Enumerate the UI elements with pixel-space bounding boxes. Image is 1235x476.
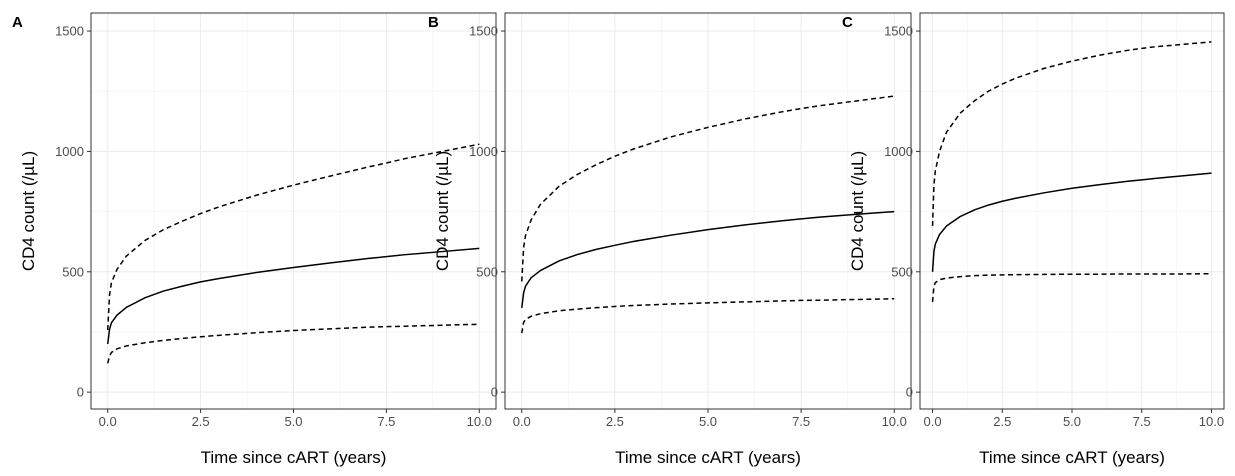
x-tick-label: 0.0: [924, 414, 942, 429]
series-line-lower: [106, 323, 480, 364]
x-tick-label: 2.5: [993, 414, 1011, 429]
chart-panel-a: 0.0 2.5 5.0 7.5 10.0 0 500 1000 1500 Time since c…: [12, 12, 497, 467]
panel-label: B: [428, 14, 439, 31]
y-axis-title: CD4 count (/µL): [848, 151, 867, 271]
x-axis-title: Time since cART (years): [201, 448, 387, 467]
panel-label: A: [12, 14, 23, 31]
y-tick-label: 1000: [884, 144, 913, 159]
series-line-upper: [521, 95, 895, 282]
y-axis-title: CD4 count (/µL): [433, 151, 452, 271]
x-tick-label: 2.5: [192, 414, 210, 429]
x-tick-label: 10.0: [882, 414, 907, 429]
y-tick-label: 500: [62, 264, 84, 279]
x-tick-label: 7.5: [1133, 414, 1151, 429]
x-tick-label: 10.0: [1199, 414, 1224, 429]
series-line-upper: [106, 143, 480, 331]
x-tick-label: 0.0: [99, 414, 117, 429]
chart-panel-c: 0.0 2.5 5.0 7.5 10.0 0 500 1000 1500 Time since c…: [842, 12, 1225, 467]
y-tick-label: 0: [77, 385, 84, 400]
y-tick-label: 1500: [55, 24, 84, 39]
y-tick-label: 500: [476, 264, 498, 279]
y-tick-label: 1000: [469, 144, 498, 159]
x-tick-label: 7.5: [792, 414, 810, 429]
series-line-median: [106, 247, 480, 345]
x-tick-label: 2.5: [606, 414, 624, 429]
x-tick-label: 5.0: [284, 414, 302, 429]
series-line-upper: [931, 41, 1212, 227]
series-line-lower: [931, 272, 1212, 302]
x-tick-label: 10.0: [467, 414, 492, 429]
panel-label: C: [842, 14, 853, 31]
x-axis-title: Time since cART (years): [615, 448, 801, 467]
x-tick-label: 0.0: [513, 414, 531, 429]
x-tick-label: 5.0: [699, 414, 717, 429]
y-tick-label: 0: [906, 385, 913, 400]
x-tick-label: 5.0: [1063, 414, 1081, 429]
x-tick-label: 7.5: [377, 414, 395, 429]
y-tick-label: 1000: [55, 144, 84, 159]
y-axis-title: CD4 count (/µL): [19, 151, 38, 271]
series-line-lower: [521, 298, 895, 334]
series-line-median: [521, 210, 895, 308]
y-tick-label: 1500: [884, 24, 913, 39]
x-axis-title: Time since cART (years): [979, 448, 1165, 467]
series-line-median: [931, 172, 1212, 272]
y-tick-label: 1500: [469, 24, 498, 39]
chart-panel-b: 0.0 2.5 5.0 7.5 10.0 0 500 1000 1500 Time since c…: [428, 12, 912, 467]
y-tick-label: 500: [891, 264, 913, 279]
y-tick-label: 0: [491, 385, 498, 400]
